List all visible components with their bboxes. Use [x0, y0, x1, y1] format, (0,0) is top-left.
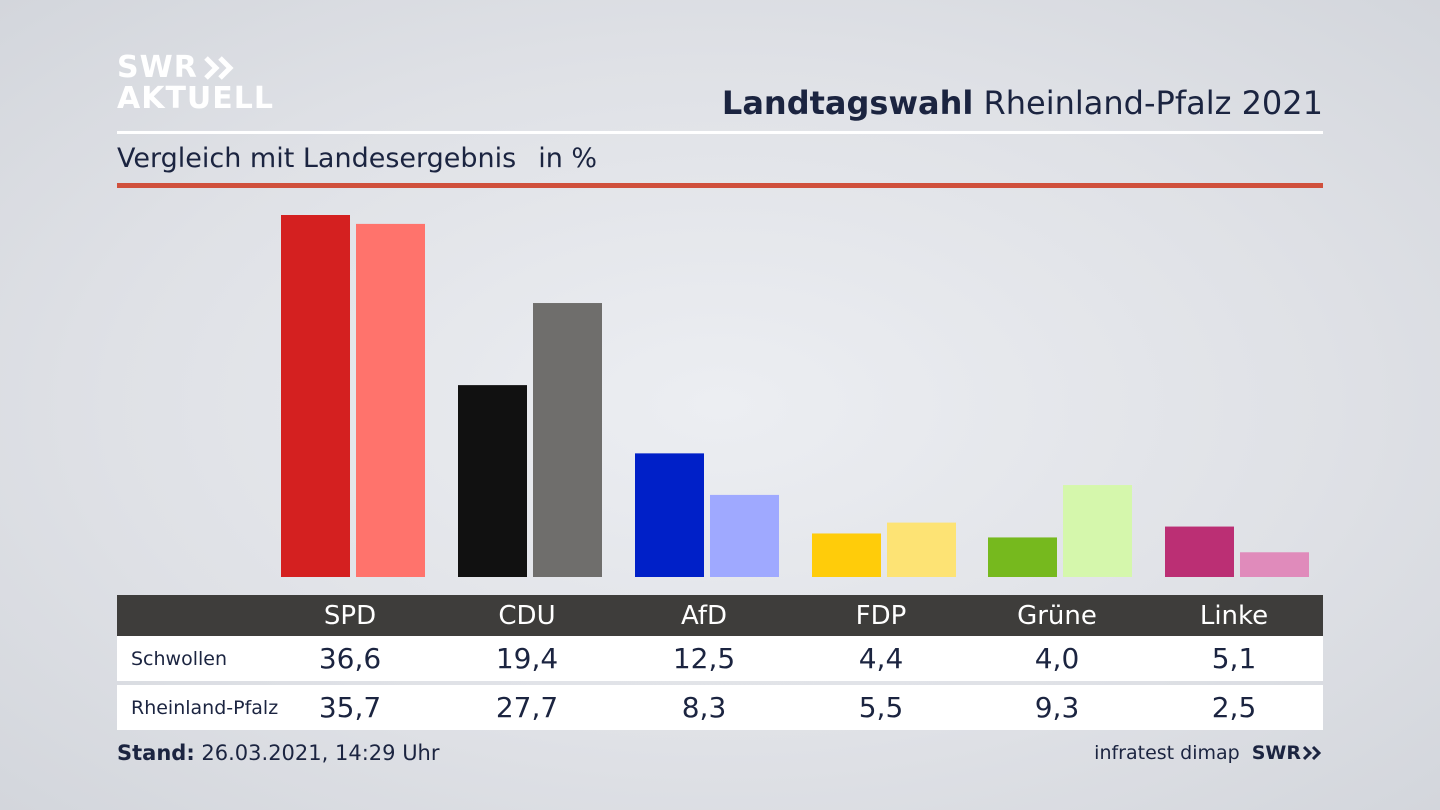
- double-chevron-icon: [1303, 745, 1322, 761]
- bar-cdu-rheinland-pfalz: [533, 303, 602, 577]
- bar-grüne-rheinland-pfalz: [1063, 485, 1132, 577]
- title-bold: Landtagswahl: [721, 84, 974, 122]
- value-cell: 19,4: [495, 642, 559, 675]
- value-cell: 5,5: [858, 691, 904, 724]
- bar-cdu-schwollen: [458, 385, 527, 577]
- subtitle-text: Vergleich mit Landesergebnis: [117, 143, 517, 174]
- bar-afd-rheinland-pfalz: [710, 494, 779, 577]
- value-cell: 5,1: [1211, 642, 1257, 675]
- value-cell: 4,4: [858, 642, 904, 675]
- header-party-linke: Linke: [1199, 600, 1269, 631]
- logo-line2: AKTUELL: [117, 81, 275, 116]
- value-cell: 35,7: [318, 691, 382, 724]
- row-label: Rheinland-Pfalz: [131, 696, 279, 719]
- subtitle-unit: in %: [538, 143, 598, 174]
- header-party-gruene: Grüne: [1017, 600, 1097, 631]
- value-cell: 27,7: [495, 691, 559, 724]
- table-row: Schwollen 36,6 19,4 12,5 4,4 4,0 5,1: [117, 636, 1323, 681]
- value-cell: 8,3: [681, 691, 727, 724]
- value-cell: 9,3: [1034, 691, 1080, 724]
- header-party-spd: SPD: [323, 600, 377, 631]
- row-label: Schwollen: [131, 647, 228, 670]
- swr-aktuell-logo: SWR AKTUELL: [117, 52, 274, 114]
- logo-line1: SWR: [117, 50, 198, 85]
- source-credit: infratest dimap SWR: [1094, 742, 1323, 764]
- bar-grüne-schwollen: [988, 537, 1057, 577]
- table-header: SPD CDU AfD FDP Grüne Linke: [117, 595, 1323, 636]
- header-party-fdp: FDP: [855, 600, 907, 631]
- bar-linke-rheinland-pfalz: [1240, 552, 1309, 577]
- value-cell: 4,0: [1034, 642, 1080, 675]
- value-cell: 36,6: [318, 642, 382, 675]
- double-chevron-icon: [204, 55, 234, 80]
- bar-linke-schwollen: [1165, 526, 1234, 577]
- header-party-cdu: CDU: [498, 600, 556, 631]
- stand-value: 26.03.2021, 14:29 Uhr: [201, 741, 440, 765]
- value-cell: 12,5: [672, 642, 736, 675]
- table-row: Rheinland-Pfalz 35,7 27,7 8,3 5,5 9,3 2,…: [117, 685, 1323, 730]
- results-table: SPD CDU AfD FDP Grüne Linke Schwollen 36…: [117, 595, 1323, 730]
- page-title: Landtagswahl Rheinland-Pfalz 2021: [722, 84, 1323, 122]
- bar-spd-schwollen: [281, 215, 350, 577]
- bar-spd-rheinland-pfalz: [356, 223, 425, 577]
- timestamp: Stand: 26.03.2021, 14:29 Uhr: [117, 741, 440, 765]
- bar-fdp-rheinland-pfalz: [887, 522, 956, 577]
- header-divider: [117, 131, 1323, 134]
- brand-text: SWR: [1251, 742, 1301, 764]
- chart-subtitle: Vergleich mit Landesergebnis in %: [117, 143, 597, 174]
- title-rest: Rheinland-Pfalz 2021: [983, 84, 1323, 122]
- bar-fdp-schwollen: [812, 533, 881, 577]
- swr-brand: SWR: [1252, 742, 1323, 764]
- bar-chart: [281, 215, 1309, 577]
- value-cell: 2,5: [1211, 691, 1257, 724]
- header-party-afd: AfD: [680, 600, 728, 631]
- source-name: infratest dimap: [1094, 742, 1240, 764]
- stand-label: Stand:: [117, 741, 195, 765]
- bar-afd-schwollen: [635, 453, 704, 577]
- subtitle-divider: [117, 183, 1323, 188]
